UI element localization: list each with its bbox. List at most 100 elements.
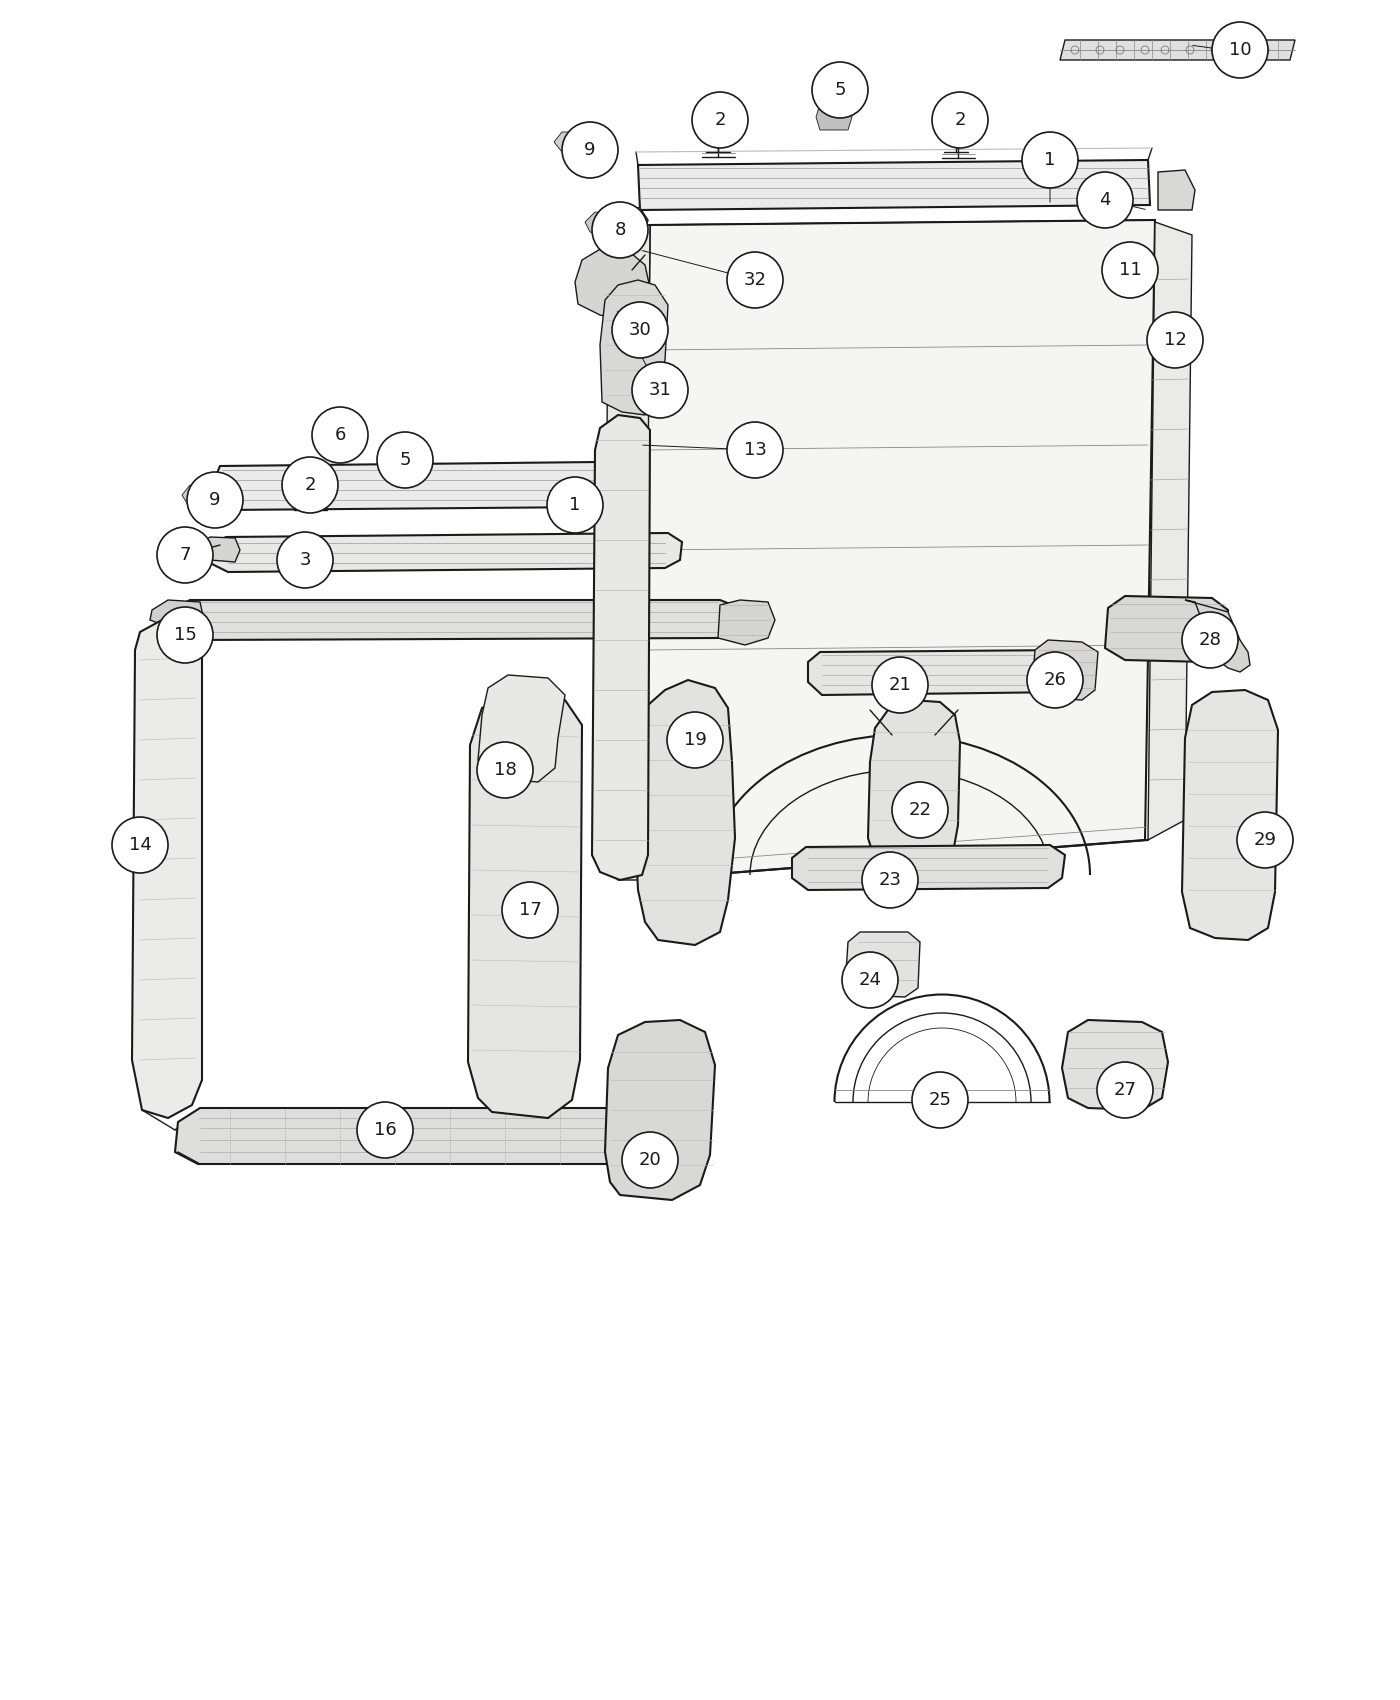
Circle shape [841,952,897,1008]
Polygon shape [816,104,853,129]
Circle shape [622,1132,678,1188]
Circle shape [727,252,783,308]
Circle shape [357,1102,413,1158]
Circle shape [312,406,368,462]
Text: 5: 5 [399,450,410,469]
Polygon shape [868,700,960,872]
Text: 2: 2 [955,110,966,129]
Polygon shape [175,1108,665,1165]
Polygon shape [640,219,1155,881]
Polygon shape [605,1020,715,1200]
Circle shape [692,92,748,148]
Text: 19: 19 [683,731,707,750]
Polygon shape [603,206,648,231]
Circle shape [812,61,868,117]
Text: 4: 4 [1099,190,1110,209]
Polygon shape [399,435,419,469]
Text: 16: 16 [374,1120,396,1139]
Text: 15: 15 [174,626,196,644]
Circle shape [377,432,433,488]
Text: 10: 10 [1229,41,1252,60]
Polygon shape [132,620,202,1119]
Text: 1: 1 [1044,151,1056,168]
Polygon shape [1105,597,1228,661]
Polygon shape [468,692,582,1119]
Text: 3: 3 [300,551,311,570]
Polygon shape [160,542,195,571]
Text: 30: 30 [629,321,651,338]
Text: 2: 2 [304,476,316,495]
Circle shape [561,122,617,178]
Text: 7: 7 [179,546,190,564]
Text: 17: 17 [518,901,542,920]
Text: 32: 32 [743,270,767,289]
Text: 13: 13 [743,440,766,459]
Polygon shape [196,537,239,563]
Circle shape [1028,653,1084,707]
Text: 28: 28 [1198,631,1221,649]
Polygon shape [846,932,920,996]
Circle shape [503,882,559,938]
Polygon shape [150,600,204,638]
Polygon shape [216,462,602,510]
Text: 2: 2 [714,110,725,129]
Circle shape [932,92,988,148]
Circle shape [477,741,533,797]
Polygon shape [822,68,844,99]
Circle shape [157,527,213,583]
Circle shape [1182,612,1238,668]
Circle shape [1098,1062,1154,1119]
Circle shape [188,473,244,529]
Circle shape [1022,133,1078,189]
Circle shape [547,478,603,534]
Polygon shape [1182,690,1278,940]
Circle shape [631,362,687,418]
Polygon shape [601,280,668,415]
Circle shape [281,457,337,513]
Polygon shape [330,418,365,442]
Circle shape [1077,172,1133,228]
Polygon shape [636,680,735,945]
Polygon shape [1184,600,1250,672]
Polygon shape [718,600,776,644]
Polygon shape [575,248,650,320]
Polygon shape [1060,41,1295,60]
Text: 22: 22 [909,801,931,819]
Polygon shape [554,133,598,158]
Circle shape [727,422,783,478]
Polygon shape [585,212,629,238]
Text: 20: 20 [638,1151,661,1170]
Circle shape [892,782,948,838]
Circle shape [872,656,928,712]
Text: 8: 8 [615,221,626,240]
Circle shape [1102,241,1158,298]
Text: 21: 21 [889,677,911,694]
Polygon shape [1032,639,1098,700]
Text: 29: 29 [1253,831,1277,848]
Circle shape [157,607,213,663]
Text: 23: 23 [879,870,902,889]
Text: 14: 14 [129,836,151,853]
Polygon shape [638,160,1149,211]
Polygon shape [210,534,682,571]
Text: 18: 18 [494,762,517,779]
Polygon shape [605,224,650,881]
Text: 25: 25 [928,1091,952,1108]
Text: 24: 24 [858,971,882,989]
Text: 5: 5 [834,82,846,99]
Polygon shape [1148,223,1191,840]
Text: 11: 11 [1119,262,1141,279]
Text: 27: 27 [1113,1081,1137,1098]
Circle shape [592,202,648,258]
Polygon shape [168,600,741,639]
Text: 1: 1 [570,496,581,513]
Circle shape [277,532,333,588]
Text: 9: 9 [209,491,221,508]
Circle shape [666,712,722,768]
Text: 31: 31 [648,381,672,400]
Polygon shape [1063,1020,1168,1110]
Polygon shape [808,649,1085,695]
Polygon shape [1158,170,1196,211]
Circle shape [112,818,168,874]
Text: 9: 9 [584,141,596,160]
